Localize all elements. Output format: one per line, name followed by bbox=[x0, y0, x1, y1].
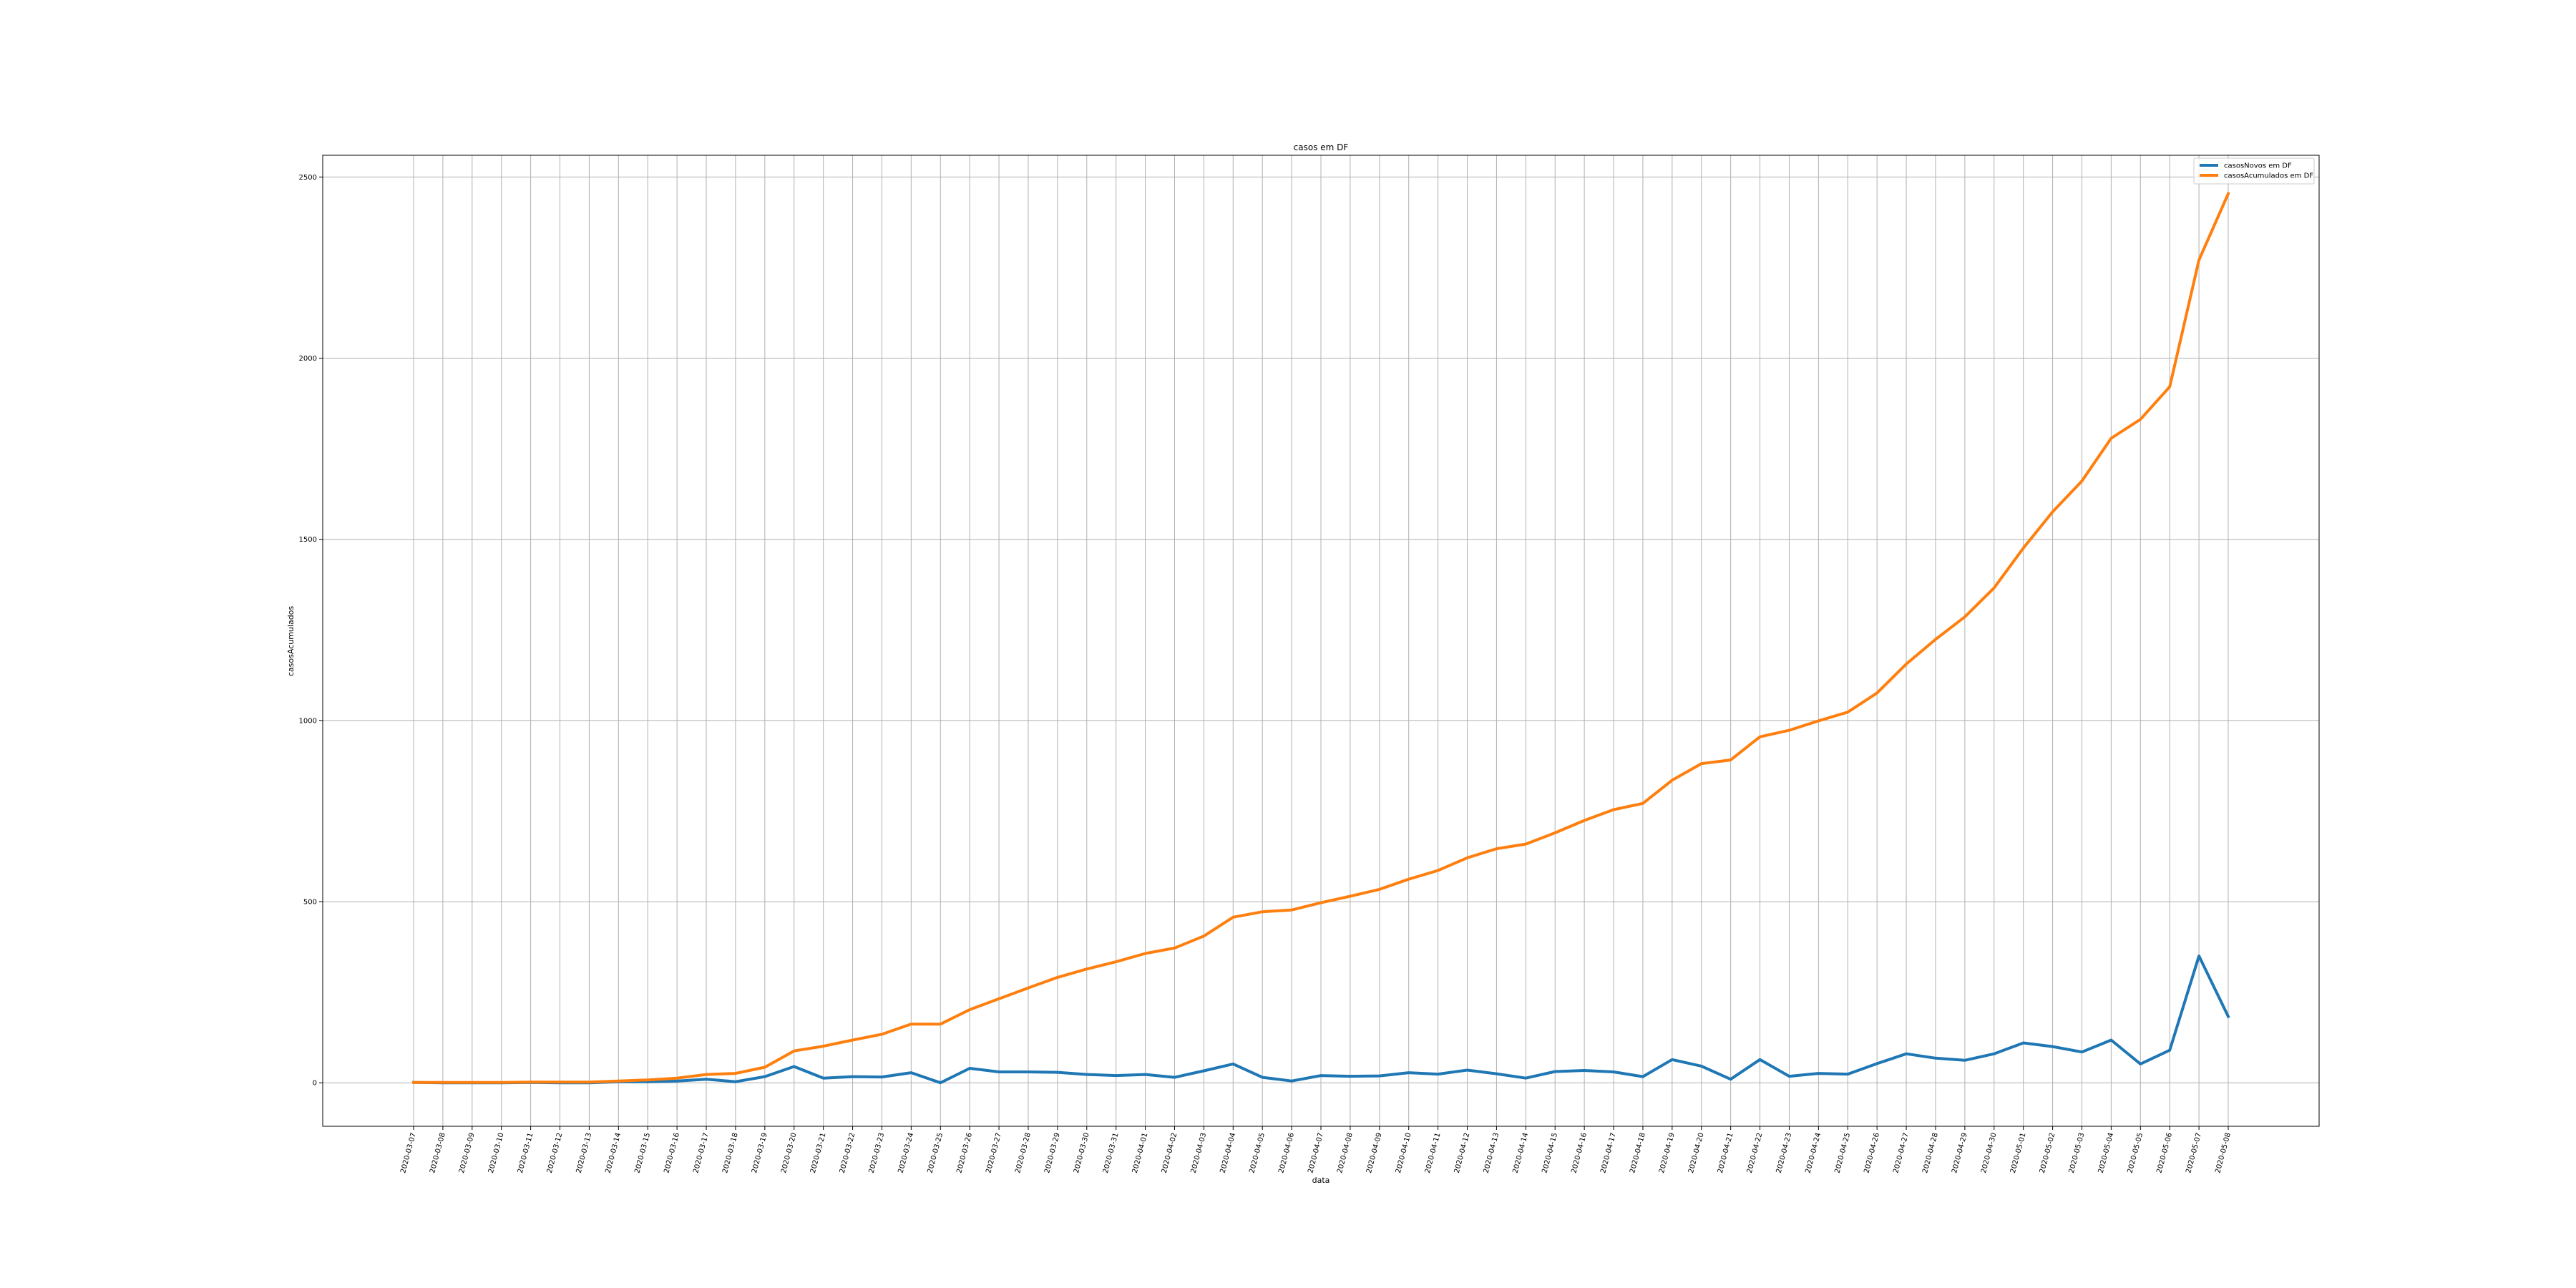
y-tick-label: 1000 bbox=[299, 717, 317, 725]
y-tick-label: 1500 bbox=[299, 536, 317, 544]
legend-entry-label: casosAcumulados em DF bbox=[2224, 172, 2313, 180]
y-tick-label: 500 bbox=[303, 899, 317, 907]
legend-frame bbox=[2193, 157, 2315, 185]
x-axis-label: data bbox=[1312, 1176, 1330, 1185]
legend-entry-label: casosNovos em DF bbox=[2224, 162, 2292, 170]
y-tick-label: 2000 bbox=[299, 355, 317, 363]
y-tick-label: 0 bbox=[313, 1080, 317, 1088]
legend: casosNovos em DF casosAcumulados em DF bbox=[2193, 157, 2315, 185]
y-axis: 0 500 1000 1500 2000 2500 bbox=[299, 174, 323, 1088]
x-gridlines bbox=[413, 155, 2229, 1126]
chart-title: casos em DF bbox=[1294, 142, 1349, 152]
y-axis-label: casosAcumulados bbox=[286, 606, 296, 677]
y-tick-label: 2500 bbox=[299, 174, 317, 182]
series-line bbox=[412, 192, 2230, 1084]
series-layer bbox=[411, 192, 2230, 1085]
series-line bbox=[411, 955, 2230, 1085]
